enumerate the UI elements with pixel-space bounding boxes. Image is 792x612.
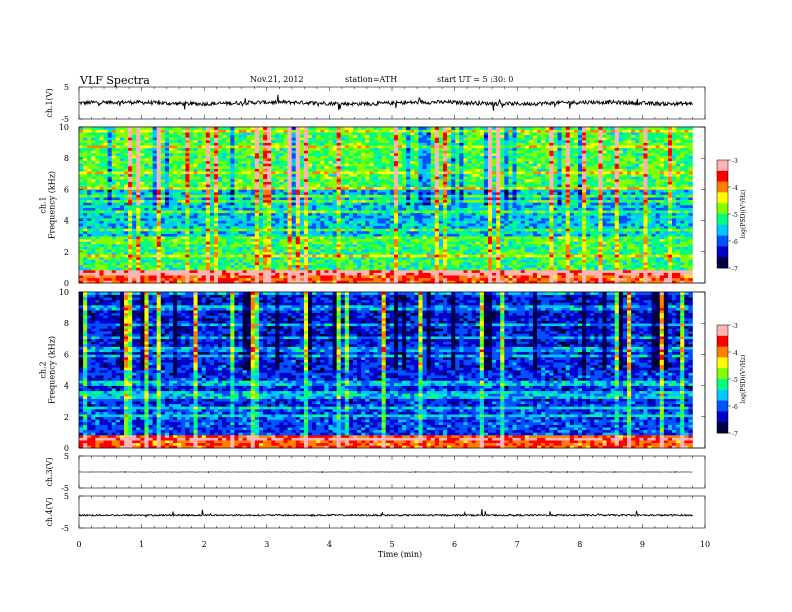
ch1-colorbar: -3 -4 -5 -6 -7 log(PSD)(V²/Hz): [716, 158, 747, 273]
x-tick-label: 7: [515, 540, 520, 549]
colorbar-tick-label: -4: [732, 350, 738, 357]
y-tick-label: 6: [64, 350, 69, 359]
colorbar-tick-label: -6: [732, 239, 738, 246]
y-tick-label: 4: [64, 382, 69, 391]
x-tick-label: 4: [327, 540, 332, 549]
ch1-waveform-panel: 5 -5 ch.1(V): [45, 83, 706, 124]
y-tick-label: -5: [61, 524, 69, 533]
ch2-spectrogram-panel: 0 2 4 6 8 10 ch.2Frequency (kHz): [39, 288, 706, 453]
y-tick-label: 0: [64, 279, 69, 288]
colorbar-label: log(PSD)(V²/Hz): [740, 190, 747, 239]
colorbar-tick-label: -5: [732, 377, 738, 384]
waveform-trace: [78, 94, 693, 111]
time-axis-label: Time (min): [378, 550, 422, 559]
x-tick-label: 2: [202, 540, 207, 549]
colorbar-tick-label: -5: [732, 212, 738, 219]
colorbar-label: log(PSD)(V²/Hz): [740, 355, 747, 404]
colorbar-tick-label: -3: [732, 158, 738, 165]
date-label: Nov.21, 2012: [250, 75, 304, 84]
x-tick-label: 0: [76, 540, 81, 549]
x-tick-label: 1: [139, 540, 144, 549]
y-tick-label: 10: [59, 288, 69, 297]
spectrogram-cells: [79, 292, 693, 449]
y-axis-label: ch.4(V): [45, 497, 54, 526]
ch3-waveform-panel: 5 -5 ch.3(V): [45, 452, 706, 493]
y-tick-label: -5: [61, 115, 69, 124]
x-tick-label: 10: [700, 540, 710, 549]
ch4-waveform-panel: 5 -5 ch.4(V): [45, 492, 706, 533]
ch2-colorbar: -3 -4 -5 -6 -7 log(PSD)(V²/Hz): [716, 323, 747, 438]
y-tick-label: 8: [64, 319, 69, 328]
y-axis-label: ch.3(V): [45, 457, 54, 486]
y-tick-label: 6: [64, 185, 69, 194]
x-tick-label: 3: [264, 540, 269, 549]
y-axis-label: ch.1(V): [45, 88, 54, 117]
y-axis-label: ch.2Frequency (kHz): [39, 336, 57, 404]
x-tick-label: 9: [640, 540, 645, 549]
colorbar-tick-label: -7: [732, 266, 738, 273]
y-tick-label: 5: [64, 492, 69, 501]
y-tick-label: 2: [64, 413, 69, 422]
y-tick-label: 10: [59, 123, 69, 132]
y-tick-label: 5: [64, 452, 69, 461]
y-tick-label: -5: [61, 484, 69, 493]
ch1-spectrogram-panel: 0 2 4 6 8 10 ch.1Frequency (kHz): [39, 123, 706, 288]
y-tick-label: 5: [64, 83, 69, 92]
y-axis-label: ch.1Frequency (kHz): [39, 171, 57, 239]
x-tick-label: 8: [577, 540, 582, 549]
y-tick-label: 8: [64, 154, 69, 163]
colorbar-tick-label: -7: [732, 431, 738, 438]
start-time-label: start UT = 5 :30: 0: [437, 75, 513, 84]
x-tick-label: 5: [389, 540, 394, 549]
y-tick-label: 2: [64, 248, 69, 257]
y-tick-label: 0: [64, 444, 69, 453]
header: VLF Spectra Nov.21, 2012 station=ATH sta…: [79, 74, 513, 87]
spectrogram-cells: [79, 127, 693, 284]
y-tick-label: 4: [64, 217, 69, 226]
time-axis: 0 1 2 3 4 5 6 7 8 9 10: [76, 540, 710, 549]
figure-title: VLF Spectra: [79, 74, 150, 87]
colorbar-tick-label: -3: [732, 323, 738, 330]
waveform-trace: [78, 508, 693, 518]
x-tick-label: 6: [452, 540, 457, 549]
colorbar-tick-label: -6: [732, 404, 738, 411]
colorbar-tick-label: -4: [732, 185, 738, 192]
station-label: station=ATH: [345, 75, 397, 84]
